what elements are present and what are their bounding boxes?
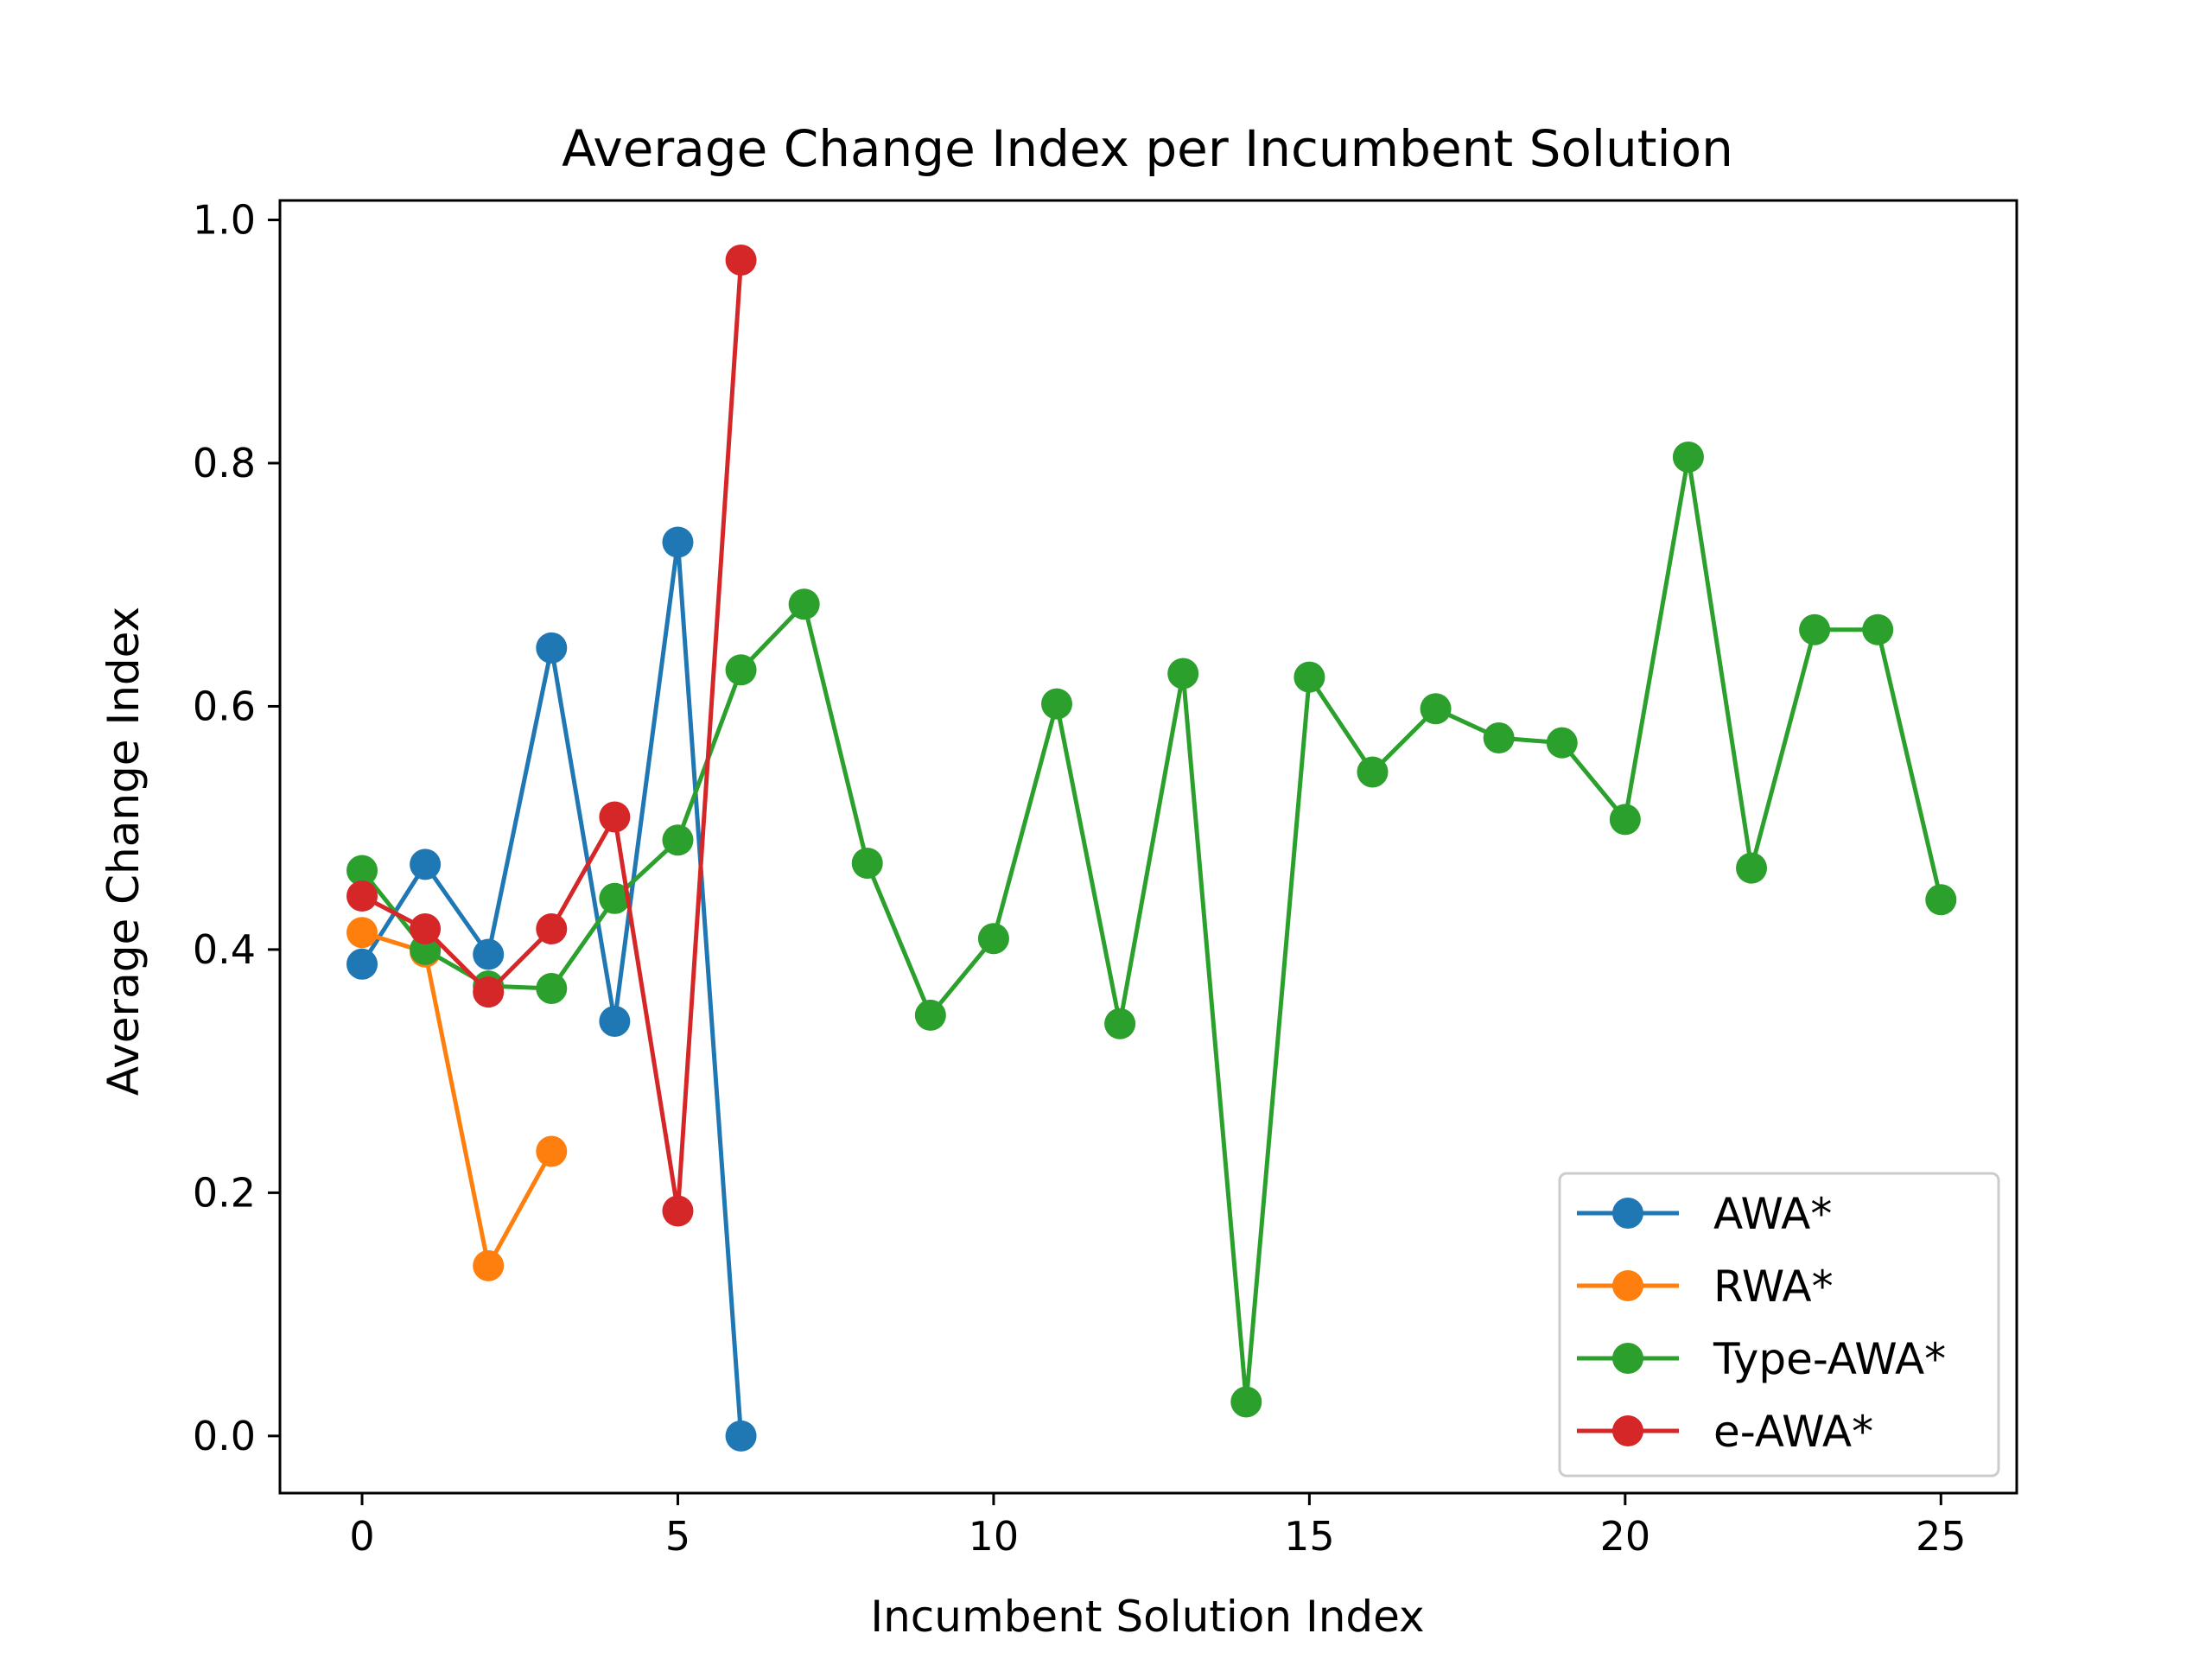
y-tick-label: 0.2 [193, 1169, 256, 1216]
data-point-type-awa [346, 855, 378, 887]
data-point-type-awa [1294, 661, 1325, 693]
x-axis-label: Incumbent Solution Index [870, 1592, 1424, 1642]
legend-box [1558, 1172, 2000, 1478]
y-axis: 0.0 0.2 0.4 0.6 0.8 1.0 [193, 197, 280, 1459]
data-point-e-awa [599, 801, 631, 833]
x-tick-label: 15 [1284, 1513, 1335, 1560]
legend-marker [1612, 1343, 1643, 1374]
data-point-type-awa [1799, 613, 1831, 645]
data-point-awa [725, 1420, 757, 1452]
chart-title: Average Change Index per Incumbent Solut… [562, 119, 1733, 178]
y-tick-label: 1.0 [193, 197, 256, 244]
data-point-rwa [473, 1249, 505, 1281]
y-tick-label: 0.6 [193, 683, 256, 729]
y-tick-label: 0.0 [193, 1413, 256, 1459]
data-point-e-awa [346, 880, 378, 912]
data-point-awa [536, 632, 568, 664]
data-point-type-awa [662, 824, 694, 856]
data-point-type-awa [851, 847, 883, 879]
legend-label: AWA* [1713, 1189, 1832, 1239]
x-tick-label: 20 [1600, 1513, 1651, 1560]
legend-item-type-awa: Type-AWA* [1577, 1334, 1946, 1384]
data-point-rwa [536, 1135, 568, 1167]
data-point-type-awa [1736, 852, 1768, 884]
x-tick-label: 25 [1916, 1513, 1967, 1560]
data-point-type-awa [1357, 756, 1389, 788]
data-point-type-awa [1862, 613, 1894, 645]
data-point-awa [473, 938, 505, 970]
data-point-type-awa [1230, 1386, 1262, 1418]
data-point-type-awa [599, 882, 631, 914]
data-point-type-awa [1546, 727, 1578, 759]
data-point-type-awa [1672, 441, 1704, 473]
data-point-e-awa [536, 912, 568, 944]
legend-label: RWA* [1713, 1262, 1834, 1312]
data-point-type-awa [914, 999, 946, 1031]
data-point-rwa [346, 917, 378, 949]
data-point-type-awa [1104, 1007, 1136, 1039]
data-point-type-awa [788, 588, 820, 620]
legend-item-awa: AWA* [1577, 1189, 1832, 1239]
legend-label: Type-AWA* [1713, 1334, 1946, 1384]
series-line-rwa [359, 930, 555, 1268]
y-axis-label: Average Change Index [99, 607, 149, 1096]
legend-item-rwa: RWA* [1577, 1262, 1834, 1312]
legend-marker [1612, 1270, 1643, 1301]
data-point-awa [662, 526, 694, 558]
series-layer [346, 244, 1957, 1452]
data-point-type-awa [1925, 884, 1957, 916]
data-point-e-awa [725, 244, 757, 276]
legend-item-e-awa: e-AWA* [1577, 1407, 1873, 1457]
legend-marker [1612, 1198, 1643, 1229]
plot-area [278, 199, 2018, 1495]
data-point-type-awa [977, 923, 1009, 955]
data-point-awa [410, 849, 442, 880]
series-e-awa [346, 244, 757, 1227]
x-tick-label: 0 [349, 1513, 374, 1560]
y-tick-label: 0.4 [193, 926, 256, 973]
x-tick-label: 10 [969, 1513, 1020, 1560]
series-awa [346, 526, 757, 1452]
data-point-type-awa [1041, 688, 1073, 720]
data-point-type-awa [1609, 804, 1641, 836]
data-point-type-awa [1483, 722, 1515, 754]
data-point-awa [599, 1005, 631, 1037]
y-tick-label: 0.8 [193, 440, 256, 486]
legend-marker [1612, 1415, 1643, 1446]
data-point-type-awa [1420, 693, 1452, 725]
legend: AWA* RWA* Type-AWA* e-AWA* [1558, 1172, 2000, 1478]
data-point-e-awa [410, 912, 442, 944]
legend-label: e-AWA* [1713, 1407, 1873, 1457]
data-point-awa [346, 948, 378, 980]
data-point-type-awa [536, 972, 568, 1004]
x-axis: 0 5 10 15 20 25 [349, 1493, 1967, 1560]
data-point-e-awa [662, 1195, 694, 1227]
data-point-type-awa [725, 654, 757, 686]
data-point-e-awa [473, 976, 505, 1008]
x-tick-label: 5 [665, 1513, 690, 1560]
data-point-type-awa [1167, 658, 1199, 690]
